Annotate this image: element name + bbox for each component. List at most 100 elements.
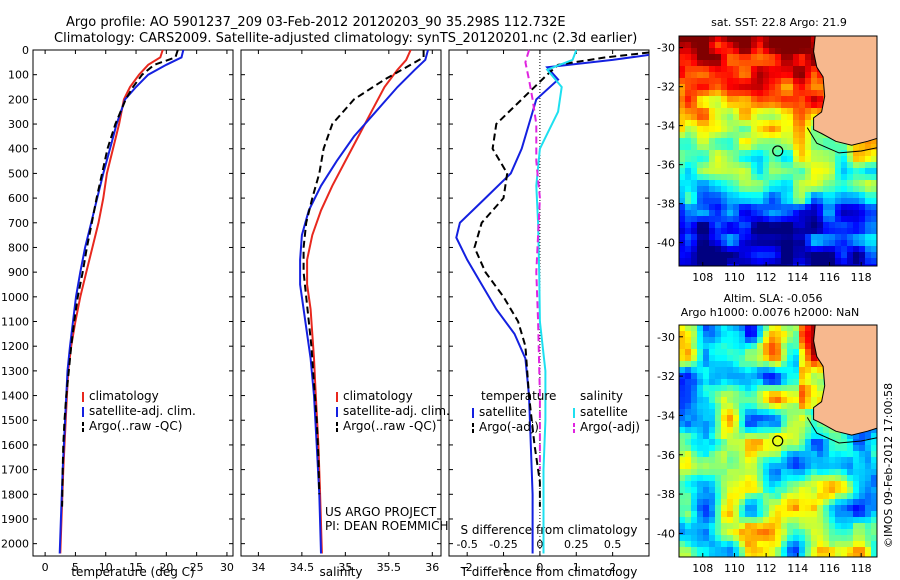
map-cell <box>709 541 715 547</box>
map-cell <box>817 204 823 210</box>
map-cell <box>721 541 727 547</box>
map-cell <box>793 535 799 541</box>
map-cell <box>703 499 709 505</box>
map-cell <box>733 204 739 210</box>
map-cell <box>835 264 841 266</box>
map-cell <box>757 252 763 258</box>
x-tick-label: 114 <box>787 271 808 284</box>
map-cell <box>751 228 757 234</box>
map-cell <box>805 553 811 557</box>
map-cell <box>799 228 805 234</box>
map-cell <box>733 445 739 451</box>
map-cell <box>751 367 757 373</box>
map-cell <box>769 361 775 367</box>
map-cell <box>691 198 697 204</box>
map-cell <box>799 403 805 409</box>
map-cell <box>721 36 727 42</box>
map-cell <box>685 487 691 493</box>
map-cell <box>697 54 703 60</box>
map-cell <box>697 132 703 138</box>
map-cell <box>739 90 745 96</box>
map-cell <box>769 192 775 198</box>
map-cell <box>709 517 715 523</box>
map-cell <box>805 325 811 331</box>
map-cell <box>769 439 775 445</box>
map-cell <box>781 355 787 361</box>
map-cell <box>835 204 841 210</box>
map-cell <box>757 78 763 84</box>
map-cell <box>739 355 745 361</box>
map-cell <box>865 222 871 228</box>
map-cell <box>805 138 811 144</box>
map-cell <box>841 499 847 505</box>
map-cell <box>775 216 781 222</box>
map-cell <box>691 499 697 505</box>
map-cell <box>751 331 757 337</box>
map-cell <box>703 132 709 138</box>
map-title: sat. SST: 22.8 Argo: 21.9 <box>711 16 847 29</box>
map-cell <box>757 186 763 192</box>
map-cell <box>697 547 703 553</box>
map-cell <box>781 96 787 102</box>
map-cell <box>679 132 685 138</box>
map-cell <box>685 210 691 216</box>
map-cell <box>745 48 751 54</box>
map-cell <box>751 511 757 517</box>
map-cell <box>739 168 745 174</box>
map-cell <box>835 463 841 469</box>
map-cell <box>865 547 871 553</box>
map-cell <box>799 433 805 439</box>
map-cell <box>709 264 715 266</box>
map-cell <box>733 192 739 198</box>
map-cell <box>691 138 697 144</box>
map-cell <box>715 96 721 102</box>
map-cell <box>739 475 745 481</box>
map-cell <box>679 505 685 511</box>
map-cell <box>715 445 721 451</box>
map-cell <box>697 349 703 355</box>
map-cell <box>823 180 829 186</box>
map-cell <box>811 487 817 493</box>
map-cell <box>769 511 775 517</box>
map-cell <box>685 451 691 457</box>
map-cell <box>727 463 733 469</box>
map-cell <box>799 475 805 481</box>
map-cell <box>811 433 817 439</box>
map-cell <box>715 325 721 331</box>
map-cell <box>715 252 721 258</box>
map-cell <box>721 120 727 126</box>
map-cell <box>853 240 859 246</box>
map-cell <box>859 192 865 198</box>
map-cell <box>829 222 835 228</box>
map-cell <box>769 258 775 264</box>
map-cell <box>733 415 739 421</box>
legend-header: salinity <box>580 389 623 403</box>
map-cell <box>763 517 769 523</box>
map-cell <box>679 150 685 156</box>
map-cell <box>757 433 763 439</box>
map-cell <box>721 367 727 373</box>
x-tick-label: 35 <box>338 561 352 574</box>
map-cell <box>817 132 823 138</box>
map-cell <box>679 403 685 409</box>
map-cell <box>793 114 799 120</box>
map-cell <box>739 156 745 162</box>
map-cell <box>691 409 697 415</box>
map-cell <box>685 463 691 469</box>
map-cell <box>859 535 865 541</box>
map-cell <box>787 403 793 409</box>
map-cell <box>733 481 739 487</box>
map-cell <box>781 403 787 409</box>
map-cell <box>829 535 835 541</box>
map-cell <box>763 523 769 529</box>
map-cell <box>709 553 715 557</box>
map-cell <box>727 186 733 192</box>
map-cell <box>769 541 775 547</box>
map-cell <box>787 54 793 60</box>
map-cell <box>739 204 745 210</box>
map-cell <box>763 379 769 385</box>
map-cell <box>805 78 811 84</box>
map-cell <box>811 162 817 168</box>
map-cell <box>811 481 817 487</box>
map-cell <box>799 264 805 266</box>
